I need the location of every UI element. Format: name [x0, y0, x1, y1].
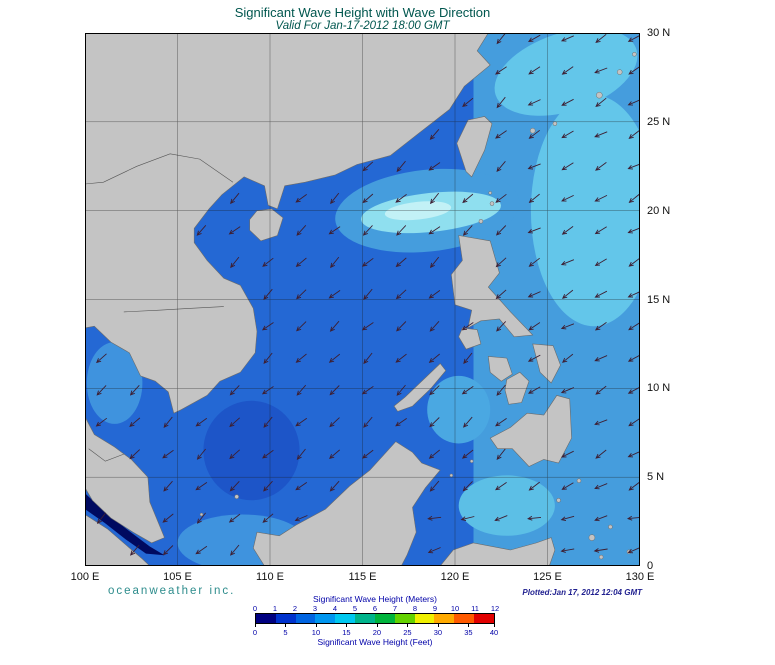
lon-tick-label: 125 E	[533, 571, 562, 583]
meters-tick: 0	[252, 604, 258, 613]
land-asia-mainland	[85, 33, 491, 544]
feet-tick: 15	[342, 628, 351, 637]
land-palawan	[393, 363, 447, 412]
colorbar-segment	[454, 614, 475, 623]
lon-tick-label: 110 E	[256, 571, 284, 583]
islet	[608, 524, 613, 530]
lon-tick-label: 130 E	[625, 571, 655, 583]
land-layer	[85, 33, 637, 566]
meters-tick-labels: 0 1 2 3 4 5 6 7 8 9 10 11 12	[252, 604, 499, 613]
islet	[556, 498, 561, 503]
meters-tick: 4	[332, 604, 338, 613]
meters-tick: 10	[450, 604, 460, 613]
land-borneo	[252, 441, 441, 566]
islet	[199, 512, 204, 517]
feet-tick: 25	[403, 628, 412, 637]
page-title: Significant Wave Height with Wave Direct…	[234, 5, 491, 20]
colorbar-segment	[275, 614, 296, 623]
oceanweather-logo: oceanweather inc.	[108, 585, 236, 597]
lat-tick-label: 20 N	[647, 204, 671, 217]
colorbar-segment	[374, 614, 395, 623]
islet	[576, 478, 582, 483]
colorbar-segment	[434, 614, 455, 623]
meters-tick: 1	[272, 604, 278, 613]
colorbar-segment	[474, 614, 494, 623]
islet	[588, 534, 596, 541]
meters-tick: 9	[432, 604, 438, 613]
land-hainan	[249, 208, 284, 242]
lat-tick-label: 30 N	[647, 27, 671, 39]
legend-title-meters: Significant Wave Height (Meters)	[313, 594, 437, 604]
colorbar	[255, 613, 495, 624]
land-luzon	[450, 235, 534, 338]
islet	[616, 69, 623, 75]
islet	[449, 473, 454, 478]
meters-tick: 3	[312, 604, 318, 613]
colorbar-segment	[414, 614, 435, 623]
valid-time-subtitle: Valid For Jan-17-2012 18:00 GMT	[275, 20, 450, 32]
meters-tick: 5	[352, 604, 358, 613]
islet	[469, 459, 474, 463]
meters-tick: 11	[471, 604, 479, 613]
islet	[488, 191, 492, 195]
islet	[596, 91, 603, 99]
map-border	[85, 33, 640, 566]
islet	[478, 219, 484, 224]
wave-map	[85, 33, 640, 566]
land-panay	[487, 356, 513, 382]
islet	[552, 121, 558, 126]
colorbar-segment	[355, 614, 375, 623]
islet	[234, 494, 239, 499]
lon-tick-label: 105 E	[163, 571, 192, 583]
colorbar-segment	[394, 614, 415, 623]
land-mindanao	[489, 395, 572, 467]
plotted-timestamp: Plotted:Jan 17, 2012 12:04 GMT	[522, 588, 642, 597]
feet-tick: 40	[489, 628, 499, 637]
lon-tick-label: 100 E	[70, 571, 100, 583]
meters-tick: 6	[372, 604, 378, 613]
colorbar-segment	[315, 614, 336, 623]
meters-tick: 7	[392, 604, 398, 613]
colorbar-segment	[335, 614, 356, 623]
feet-tick-labels: 0 5 10 15 20 25 30 35 40	[252, 624, 499, 637]
land-sumatra	[85, 514, 151, 566]
feet-tick: 10	[311, 628, 321, 637]
meters-tick: 2	[292, 604, 298, 613]
lon-tick-label: 115 E	[348, 571, 377, 583]
meters-tick: 8	[412, 604, 418, 613]
feet-tick: 30	[433, 628, 443, 637]
feet-tick: 5	[283, 628, 288, 637]
land-mindoro	[458, 327, 482, 350]
meters-tick: 12	[490, 604, 500, 613]
lat-tick-label: 5 N	[647, 471, 665, 484]
feet-tick: 20	[372, 628, 382, 637]
islet	[632, 52, 637, 57]
legend-title-feet: Significant Wave Height (Feet)	[317, 637, 433, 647]
wave-direction-arrows	[95, 33, 640, 556]
land-samar-leyte	[532, 343, 561, 384]
colorbar-segment	[295, 614, 316, 623]
islet	[598, 554, 604, 560]
lat-tick-label: 10 N	[647, 382, 671, 395]
land-taiwan	[456, 116, 493, 178]
grid-layer	[85, 33, 640, 566]
colorbar-segment	[256, 614, 276, 623]
islet	[489, 201, 495, 206]
feet-tick: 35	[464, 628, 473, 637]
lat-tick-label: 0	[647, 560, 654, 572]
land-sulawesi	[439, 537, 556, 566]
feet-tick: 0	[252, 628, 258, 637]
islet	[529, 127, 536, 134]
lat-tick-label: 15 N	[647, 293, 671, 306]
lat-tick-label: 25 N	[647, 115, 671, 128]
lon-tick-label: 120 E	[440, 571, 470, 583]
